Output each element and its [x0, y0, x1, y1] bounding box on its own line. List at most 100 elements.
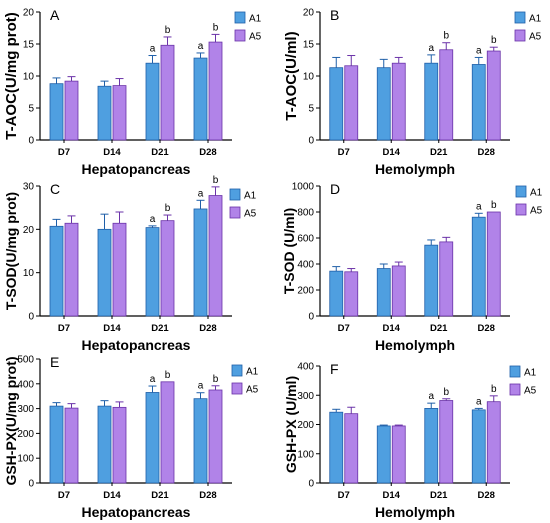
y-tick-label: 200 [17, 429, 34, 440]
y-tick-label: 400 [17, 379, 34, 390]
legend-swatch-a5 [234, 29, 246, 42]
chart-panel-d: 0 200 400 600 800 1000 D7 D14 D21 D28 a b D T-SOD (U/… [281, 181, 543, 353]
y-tick-label: 10 [23, 268, 35, 279]
significance-label: b [213, 22, 219, 33]
bar-a5 [208, 41, 223, 141]
x-tick-label: D7 [338, 490, 350, 501]
significance-label: a [476, 396, 482, 407]
legend-swatch-a1 [515, 185, 527, 198]
bar-a1 [49, 225, 64, 317]
significance-label: b [443, 387, 449, 398]
y-tick-label: 0 [28, 312, 34, 323]
x-tick-label: D28 [199, 490, 216, 501]
x-tick-label: D21 [151, 323, 169, 334]
bar-a1 [471, 409, 486, 484]
y-axis-title: T-SOD(U/mg prot) [3, 192, 19, 310]
bar-a5 [160, 44, 175, 141]
y-tick-label: 20 [23, 8, 35, 19]
x-axis-title: Hepatopancreas [82, 504, 191, 520]
x-tick-label: D14 [103, 147, 121, 158]
y-axis-title: T-AOC(U/ml) [283, 31, 300, 120]
bar-a1 [471, 216, 486, 317]
bar-a1 [49, 405, 64, 484]
legend-label-a1: A1 [249, 14, 262, 25]
bar-a1 [97, 405, 112, 484]
x-tick-label: D7 [58, 323, 70, 334]
significance-label: a [476, 45, 482, 56]
bar-a1 [329, 270, 344, 317]
x-tick-label: D21 [430, 323, 448, 334]
y-axis-title: T-AOC(U/mg prot) [3, 12, 20, 139]
legend-swatch-a5 [231, 382, 243, 395]
bar-a5 [64, 80, 79, 141]
y-tick-label: 600 [297, 234, 314, 245]
bar-a5 [112, 85, 127, 141]
bar-a1 [376, 425, 391, 484]
y-tick-label: 20 [23, 225, 35, 236]
x-axis-title: Hepatopancreas [82, 161, 191, 177]
significance-label: a [198, 381, 204, 392]
significance-label: a [198, 41, 204, 52]
x-tick-label: D21 [430, 490, 448, 501]
legend-swatch-a1 [229, 188, 241, 201]
legend-label-a1: A1 [524, 368, 537, 379]
y-axis-title: GSH-PX (U/ml) [283, 376, 299, 473]
panel-letter: C [50, 181, 60, 197]
x-tick-label: D21 [151, 147, 169, 158]
x-tick-label: D28 [478, 490, 495, 501]
bar-a5 [486, 211, 501, 317]
x-tick-label: D7 [338, 323, 350, 334]
x-tick-label: D28 [199, 147, 216, 158]
y-tick-label: 5 [308, 104, 314, 115]
significance-label: b [491, 200, 497, 211]
significance-label: a [476, 201, 482, 212]
y-tick-label: 800 [297, 208, 314, 219]
bar-a5 [160, 220, 175, 317]
y-tick-label: 400 [297, 260, 314, 271]
y-axis-title: T-SOD (U/ml) [281, 208, 297, 294]
bar-a5 [112, 406, 127, 484]
significance-label: b [491, 35, 497, 46]
x-tick-label: D14 [383, 323, 401, 334]
significance-label: b [165, 25, 171, 36]
x-tick-label: D21 [430, 147, 448, 158]
x-axis-title: Hepatopancreas [82, 337, 191, 353]
legend-label-a1: A1 [246, 367, 259, 378]
y-tick-label: 100 [297, 449, 314, 460]
bar-a5 [486, 50, 501, 141]
x-tick-label: D7 [58, 147, 70, 158]
significance-label: a [150, 214, 156, 225]
bar-a1 [424, 244, 439, 317]
bar-a5 [439, 49, 454, 141]
bar-a5 [344, 65, 359, 141]
y-tick-label: 0 [28, 479, 34, 490]
significance-label: a [198, 188, 204, 199]
bar-a5 [160, 381, 175, 484]
y-tick-label: 20 [303, 8, 315, 19]
y-tick-label: 15 [23, 40, 35, 51]
bar-a1 [145, 62, 160, 141]
y-tick-label: 10 [23, 72, 35, 83]
bar-a1 [329, 411, 344, 484]
significance-label: b [165, 203, 171, 214]
y-tick-label: 10 [303, 72, 315, 83]
y-tick-label: 300 [17, 404, 34, 415]
bar-a5 [439, 241, 454, 317]
legend-label-a5: A5 [529, 32, 542, 43]
bar-a1 [424, 62, 439, 141]
bar-a5 [64, 222, 79, 317]
significance-label: a [428, 43, 434, 54]
x-tick-label: D14 [383, 147, 401, 158]
legend-swatch-a1 [234, 11, 246, 24]
y-tick-label: 5 [28, 104, 34, 115]
significance-label: b [491, 384, 497, 395]
x-tick-label: D28 [478, 323, 495, 334]
bar-a5 [391, 425, 406, 484]
x-axis-title: Hemolymph [375, 161, 455, 177]
panel-letter: F [330, 361, 339, 377]
significance-label: b [165, 370, 171, 381]
